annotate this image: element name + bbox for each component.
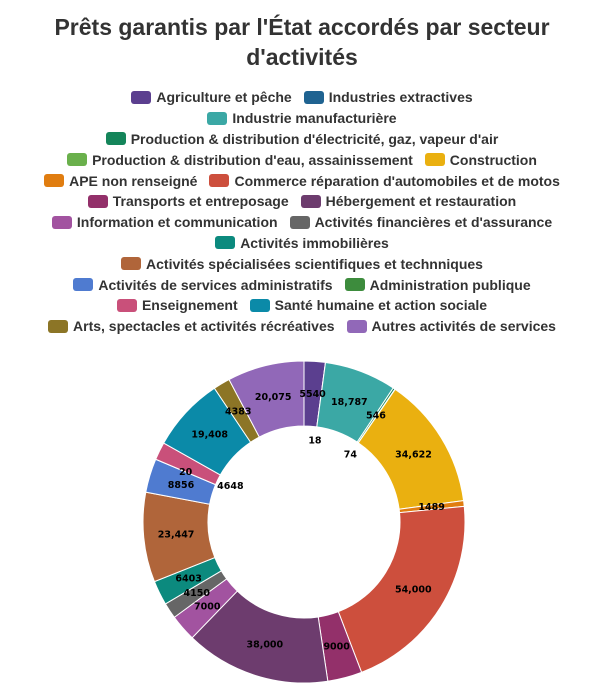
slice-label: 18,787 [331, 397, 368, 408]
legend-row: Transports et entreposage Hébergement et … [0, 191, 604, 212]
legend-label: Arts, spectacles et activités récréative… [73, 318, 335, 335]
slice-label: 54,000 [395, 585, 432, 596]
legend-label: Enseignement [141, 297, 238, 314]
legend-item[interactable]: Production & distribution d'eau, assaini… [67, 152, 413, 168]
slice-label: 5540 [299, 389, 326, 400]
legend-swatch [105, 132, 126, 146]
legend-swatch [215, 236, 236, 250]
legend-row: Information et communication Activités fi… [0, 212, 604, 233]
chart-title: Prêts garantis par l'État accordés par s… [54, 14, 550, 70]
legend-swatch [67, 153, 88, 167]
legend-row: Industrie manufacturière [0, 108, 604, 129]
legend-item[interactable]: Production & distribution d'électricité,… [105, 130, 499, 147]
legend-label: Hébergement et restauration [325, 193, 517, 210]
slice-label: 1489 [418, 502, 444, 513]
legend-item[interactable]: Information et communication [51, 214, 278, 231]
legend-swatch [344, 278, 365, 292]
slice-label: 546 [366, 411, 386, 422]
slice-label: 20,075 [255, 392, 292, 403]
slice-label: 38,000 [246, 639, 283, 650]
slice-label: 8856 [168, 480, 195, 491]
legend-row: Arts, spectacles et activités récréative… [0, 316, 604, 337]
legend-row: Activités de services administratifs Admi… [0, 274, 604, 295]
legend-label: Activités spécialisées scientifiques et … [146, 255, 483, 272]
legend-swatch [303, 90, 324, 104]
legend-item[interactable]: Commerce réparation d'automobiles et de … [209, 172, 560, 189]
legend-item[interactable]: Administration publique [344, 276, 531, 293]
legend-row: Agriculture et pêche Industries extractiv… [0, 87, 604, 108]
slice-label: 9000 [323, 641, 350, 652]
legend-swatch [73, 278, 94, 292]
legend-item[interactable]: Activités financières et d'assurance [289, 214, 553, 231]
legend-label: Industries extractives [328, 89, 473, 106]
legend-swatch [131, 90, 152, 104]
legend-item[interactable]: Activités immobilières [215, 235, 389, 251]
slice-label: 19,408 [191, 430, 228, 441]
legend-row: Production & distribution d'eau, assaini… [0, 149, 604, 170]
legend-item[interactable]: Construction [424, 151, 537, 168]
legend-swatch [209, 174, 230, 188]
slice-label: 4648 [217, 481, 244, 492]
legend-row: Activités spécialisées scientifiques et … [0, 253, 604, 274]
legend-row: Activités immobilières [0, 233, 604, 254]
legend-item[interactable]: Activités spécialisées scientifiques et … [121, 256, 483, 272]
legend-item[interactable]: Industries extractives [303, 89, 473, 106]
slice[interactable] [228, 360, 305, 438]
legend-label: Activités de services administratifs [98, 276, 333, 293]
legend-item[interactable]: Industrie manufacturière [207, 110, 397, 127]
legend-row: Production & distribution d'électricité,… [0, 129, 604, 150]
legend-label: Activités immobilières [240, 234, 389, 251]
legend-label: Transports et entreposage [112, 193, 289, 210]
legend-swatch [44, 174, 65, 188]
slice-label: 18 [308, 436, 322, 447]
legend-label: Activités financières et d'assurance [314, 214, 553, 231]
legend-row: APE non renseigné Commerce réparation d'a… [0, 170, 604, 191]
legend-swatch [51, 215, 72, 229]
legend-label: Santé humaine et action sociale [274, 297, 488, 314]
slice-label: 34,622 [395, 450, 432, 461]
slice-label: 4383 [225, 407, 251, 418]
legend-label: Production & distribution d'électricité,… [130, 130, 499, 147]
legend-swatch [116, 298, 137, 312]
legend-label: Administration publique [369, 276, 531, 293]
legend-item[interactable]: Santé humaine et action sociale [249, 297, 488, 314]
legend-swatch [48, 319, 69, 333]
legend-item[interactable]: Agriculture et pêche [131, 89, 292, 106]
legend-label: Industrie manufacturière [232, 110, 397, 127]
legend-label: Information et communication [76, 214, 278, 231]
legend-item[interactable]: APE non renseigné [44, 173, 197, 189]
legend-swatch [346, 319, 367, 333]
slice-label: 7000 [194, 602, 221, 613]
slice-label: 6403 [175, 574, 201, 585]
slice-label: 4150 [184, 588, 211, 599]
legend-swatch [289, 215, 310, 229]
legend-label: Construction [449, 151, 537, 168]
legend-label: Agriculture et pêche [156, 89, 292, 106]
legend-label: APE non renseigné [69, 172, 198, 189]
legend-label: Commerce réparation d'automobiles et de … [234, 172, 560, 189]
legend-swatch [121, 257, 142, 271]
legend-swatch [87, 194, 108, 208]
legend-item[interactable]: Activités de services administratifs [73, 276, 333, 293]
legend-swatch [424, 153, 445, 167]
legend-label: Autres activités de services [371, 318, 556, 335]
legend-swatch [300, 194, 321, 208]
legend-item[interactable]: Hébergement et restauration [300, 193, 517, 210]
legend-swatch [207, 111, 228, 125]
slice-label: 74 [344, 449, 358, 460]
legend-row: Enseignement Santé humaine et action soci… [0, 295, 604, 316]
legend: Agriculture et pêche Industries extractiv… [0, 87, 604, 337]
legend-item[interactable]: Transports et entreposage [87, 193, 289, 210]
legend-item[interactable]: Arts, spectacles et activités récréative… [48, 318, 335, 334]
legend-label: Production & distribution d'eau, assaini… [92, 151, 413, 168]
slice-label: 20 [179, 467, 193, 478]
legend-item[interactable]: Autres activités de services [346, 318, 556, 335]
legend-swatch [249, 298, 270, 312]
slice-label: 23,447 [158, 529, 195, 540]
legend-item[interactable]: Enseignement [116, 297, 238, 314]
